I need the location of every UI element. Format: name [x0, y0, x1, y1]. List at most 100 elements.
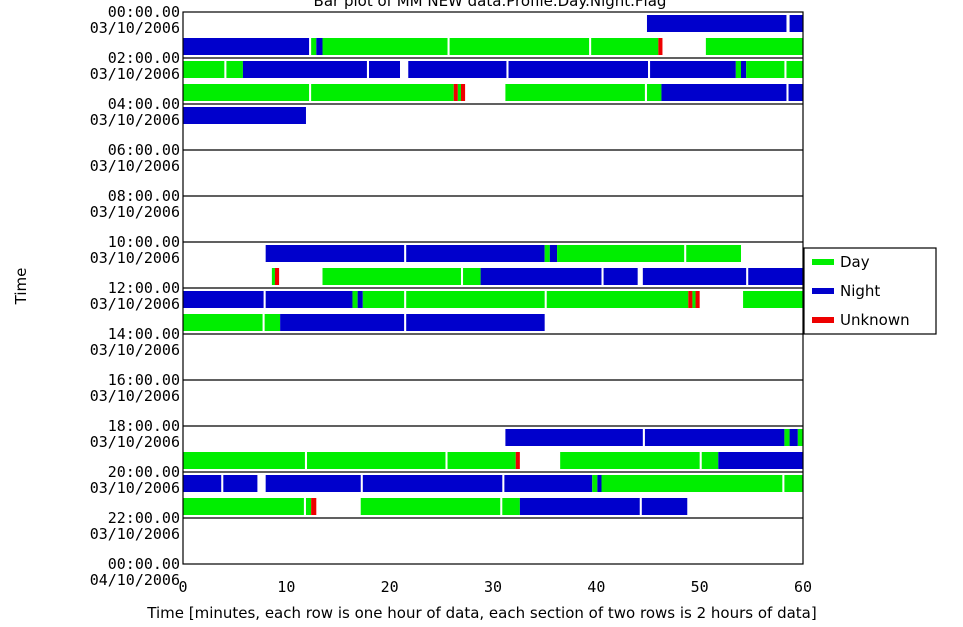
bar-segment-day [360, 498, 501, 515]
bar-segment-day [560, 452, 700, 469]
bar-segment-day [784, 475, 803, 492]
bar-segment-day [322, 38, 448, 55]
bar-segments [183, 15, 803, 515]
y-tick-date: 03/10/2006 [90, 341, 180, 359]
bar-segment-day [406, 291, 545, 308]
bar-segment-night [597, 475, 602, 492]
bar-segment-unknown [311, 498, 317, 515]
y-axis-label: Time [12, 268, 30, 306]
bar-segment-day [226, 61, 243, 78]
y-tick-time: 08:00.00 [108, 187, 180, 205]
bar-segment-day [183, 61, 225, 78]
y-tick-date: 03/10/2006 [90, 295, 180, 313]
bar-segment-unknown [658, 38, 663, 55]
legend-label-unknown: Unknown [840, 311, 910, 329]
bar-segment-night [369, 61, 400, 78]
bar-segment-night [644, 429, 785, 446]
bar-segment-night [183, 107, 306, 124]
bar-segment-night [603, 268, 638, 285]
bar-segment-night [642, 268, 747, 285]
x-tick-label: 40 [587, 578, 605, 596]
bar-segment-day [591, 38, 659, 55]
section-dividers [183, 57, 803, 519]
bar-segment-unknown [515, 452, 520, 469]
bar-segment-day [271, 268, 275, 285]
bar-segment-night [789, 15, 803, 32]
bar-segment-day [797, 429, 803, 446]
bar-segment-night [408, 61, 507, 78]
y-tick-time: 00:00.00 [108, 3, 180, 21]
y-tick-date: 03/10/2006 [90, 111, 180, 129]
bar-segment-night [519, 498, 640, 515]
bar-segment-day [183, 314, 263, 331]
bar-segment-day [307, 452, 446, 469]
bar-segment-day [183, 498, 304, 515]
bar-segment-day [183, 84, 310, 101]
y-tick-time: 16:00.00 [108, 371, 180, 389]
bar-segment-day [701, 452, 719, 469]
bar-segment-night [480, 268, 602, 285]
bar-segment-night [357, 291, 363, 308]
x-tick-label: 10 [277, 578, 295, 596]
bar-segment-day [352, 291, 358, 308]
bar-segment-night [505, 429, 643, 446]
y-tick-time: 04:00.00 [108, 95, 180, 113]
bar-segment-day [646, 84, 662, 101]
bar-segment-day [447, 452, 516, 469]
bar-segment-night [718, 452, 803, 469]
bar-segment-day [457, 84, 461, 101]
y-tick-time: 00:00.00 [108, 555, 180, 573]
y-tick-date: 03/10/2006 [90, 433, 180, 451]
x-tick-labels: 0 10 20 30 40 50 60 [178, 578, 812, 596]
bar-segment-day [322, 268, 461, 285]
bar-segment-day [362, 291, 405, 308]
bar-segment-night [661, 84, 787, 101]
bar-segment-day [557, 245, 685, 262]
x-tick-label: 50 [691, 578, 709, 596]
bar-segment-day [502, 498, 520, 515]
plot-frame [182, 11, 804, 565]
bar-segment-day [743, 291, 803, 308]
y-tick-time: 02:00.00 [108, 49, 180, 67]
bar-segment-night [183, 38, 310, 55]
bar-segment-night [183, 291, 264, 308]
bar-segment-day [784, 429, 790, 446]
bar-segment-night [265, 475, 361, 492]
y-tick-date: 03/10/2006 [90, 479, 180, 497]
bar-segment-night [504, 475, 593, 492]
y-tick-time: 18:00.00 [108, 417, 180, 435]
legend-swatch-day [812, 259, 834, 265]
x-tick-label: 60 [794, 578, 812, 596]
bar-segment-night [508, 61, 648, 78]
legend-items: Day Night Unknown [812, 253, 910, 329]
y-tick-time: 22:00.00 [108, 509, 180, 527]
y-tick-labels: 00:00.0003/10/200602:00.0003/10/200604:0… [90, 3, 180, 589]
y-tick-time: 06:00.00 [108, 141, 180, 159]
bar-segment-unknown [695, 291, 700, 308]
legend-label-night: Night [840, 282, 880, 300]
bar-segment-day [786, 61, 803, 78]
bar-segment-unknown [453, 84, 458, 101]
y-tick-date: 03/10/2006 [90, 387, 180, 405]
legend-label-day: Day [840, 253, 870, 271]
bar-segment-night [748, 268, 803, 285]
bar-segment-day [311, 38, 317, 55]
y-tick-date: 03/10/2006 [90, 203, 180, 221]
bar-segment-night [646, 15, 787, 32]
y-tick-time: 14:00.00 [108, 325, 180, 343]
y-tick-time: 10:00.00 [108, 233, 180, 251]
y-tick-date: 03/10/2006 [90, 19, 180, 37]
bar-segment-night [789, 429, 798, 446]
x-tick-label: 20 [381, 578, 399, 596]
bar-segment-night [316, 38, 323, 55]
bar-segment-night [650, 61, 736, 78]
bar-segment-day [705, 38, 803, 55]
bar-segment-night [406, 245, 545, 262]
bar-segment-night [406, 314, 545, 331]
bar-segment-day [735, 61, 741, 78]
y-tick-date: 03/10/2006 [90, 525, 180, 543]
legend-swatch-unknown [812, 317, 834, 323]
x-tick-label: 30 [484, 578, 502, 596]
bar-segment-night [265, 245, 405, 262]
